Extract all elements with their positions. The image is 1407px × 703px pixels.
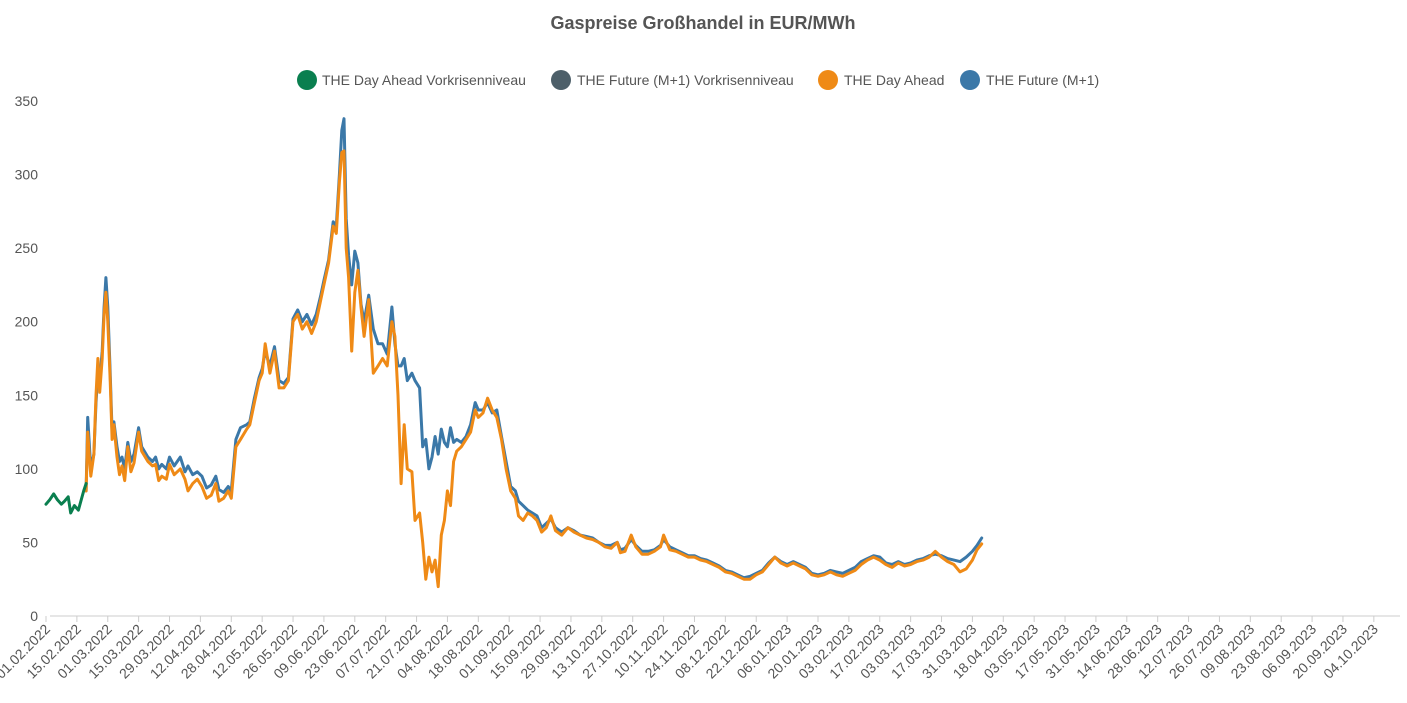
y-tick-label: 250 (15, 240, 39, 256)
legend: THE Day Ahead Vorkrisenniveau THE Future… (297, 70, 1099, 90)
y-tick-label: 50 (22, 534, 38, 550)
legend-marker-day-ahead-vorkrisenniveau (297, 70, 317, 90)
series-line-future[interactable] (84, 117, 984, 580)
legend-label-day-ahead: THE Day Ahead (844, 72, 944, 88)
legend-marker-future-vorkrisenniveau (551, 70, 571, 90)
series-line-day-ahead-vorkrisenniveau[interactable] (44, 482, 88, 515)
legend-marker-day-ahead (818, 70, 838, 90)
series-lines (44, 117, 984, 589)
legend-label-day-ahead-vorkrisenniveau: THE Day Ahead Vorkrisenniveau (322, 72, 526, 88)
y-tick-label: 0 (30, 608, 38, 624)
series-line-day-ahead[interactable] (84, 149, 984, 589)
legend-item-future-vorkrisenniveau[interactable]: THE Future (M+1) Vorkrisenniveau (551, 70, 794, 90)
legend-item-future[interactable]: THE Future (M+1) (960, 70, 1099, 90)
y-tick-label: 200 (15, 314, 39, 330)
legend-item-day-ahead-vorkrisenniveau[interactable]: THE Day Ahead Vorkrisenniveau (297, 70, 526, 90)
legend-label-future: THE Future (M+1) (986, 72, 1099, 88)
y-tick-label: 150 (15, 387, 39, 403)
legend-item-day-ahead[interactable]: THE Day Ahead (818, 70, 944, 90)
y-tick-label: 300 (15, 167, 39, 183)
x-axis: 01.02.202215.02.202201.03.202215.03.2022… (0, 616, 1381, 682)
legend-label-future-vorkrisenniveau: THE Future (M+1) Vorkrisenniveau (577, 72, 794, 88)
legend-marker-future (960, 70, 980, 90)
chart-title: Gaspreise Großhandel in EUR/MWh (550, 13, 855, 33)
y-axis: 0 50 100 150 200 250 300 350 (15, 93, 39, 624)
y-tick-label: 100 (15, 461, 39, 477)
y-tick-label: 350 (15, 93, 39, 109)
